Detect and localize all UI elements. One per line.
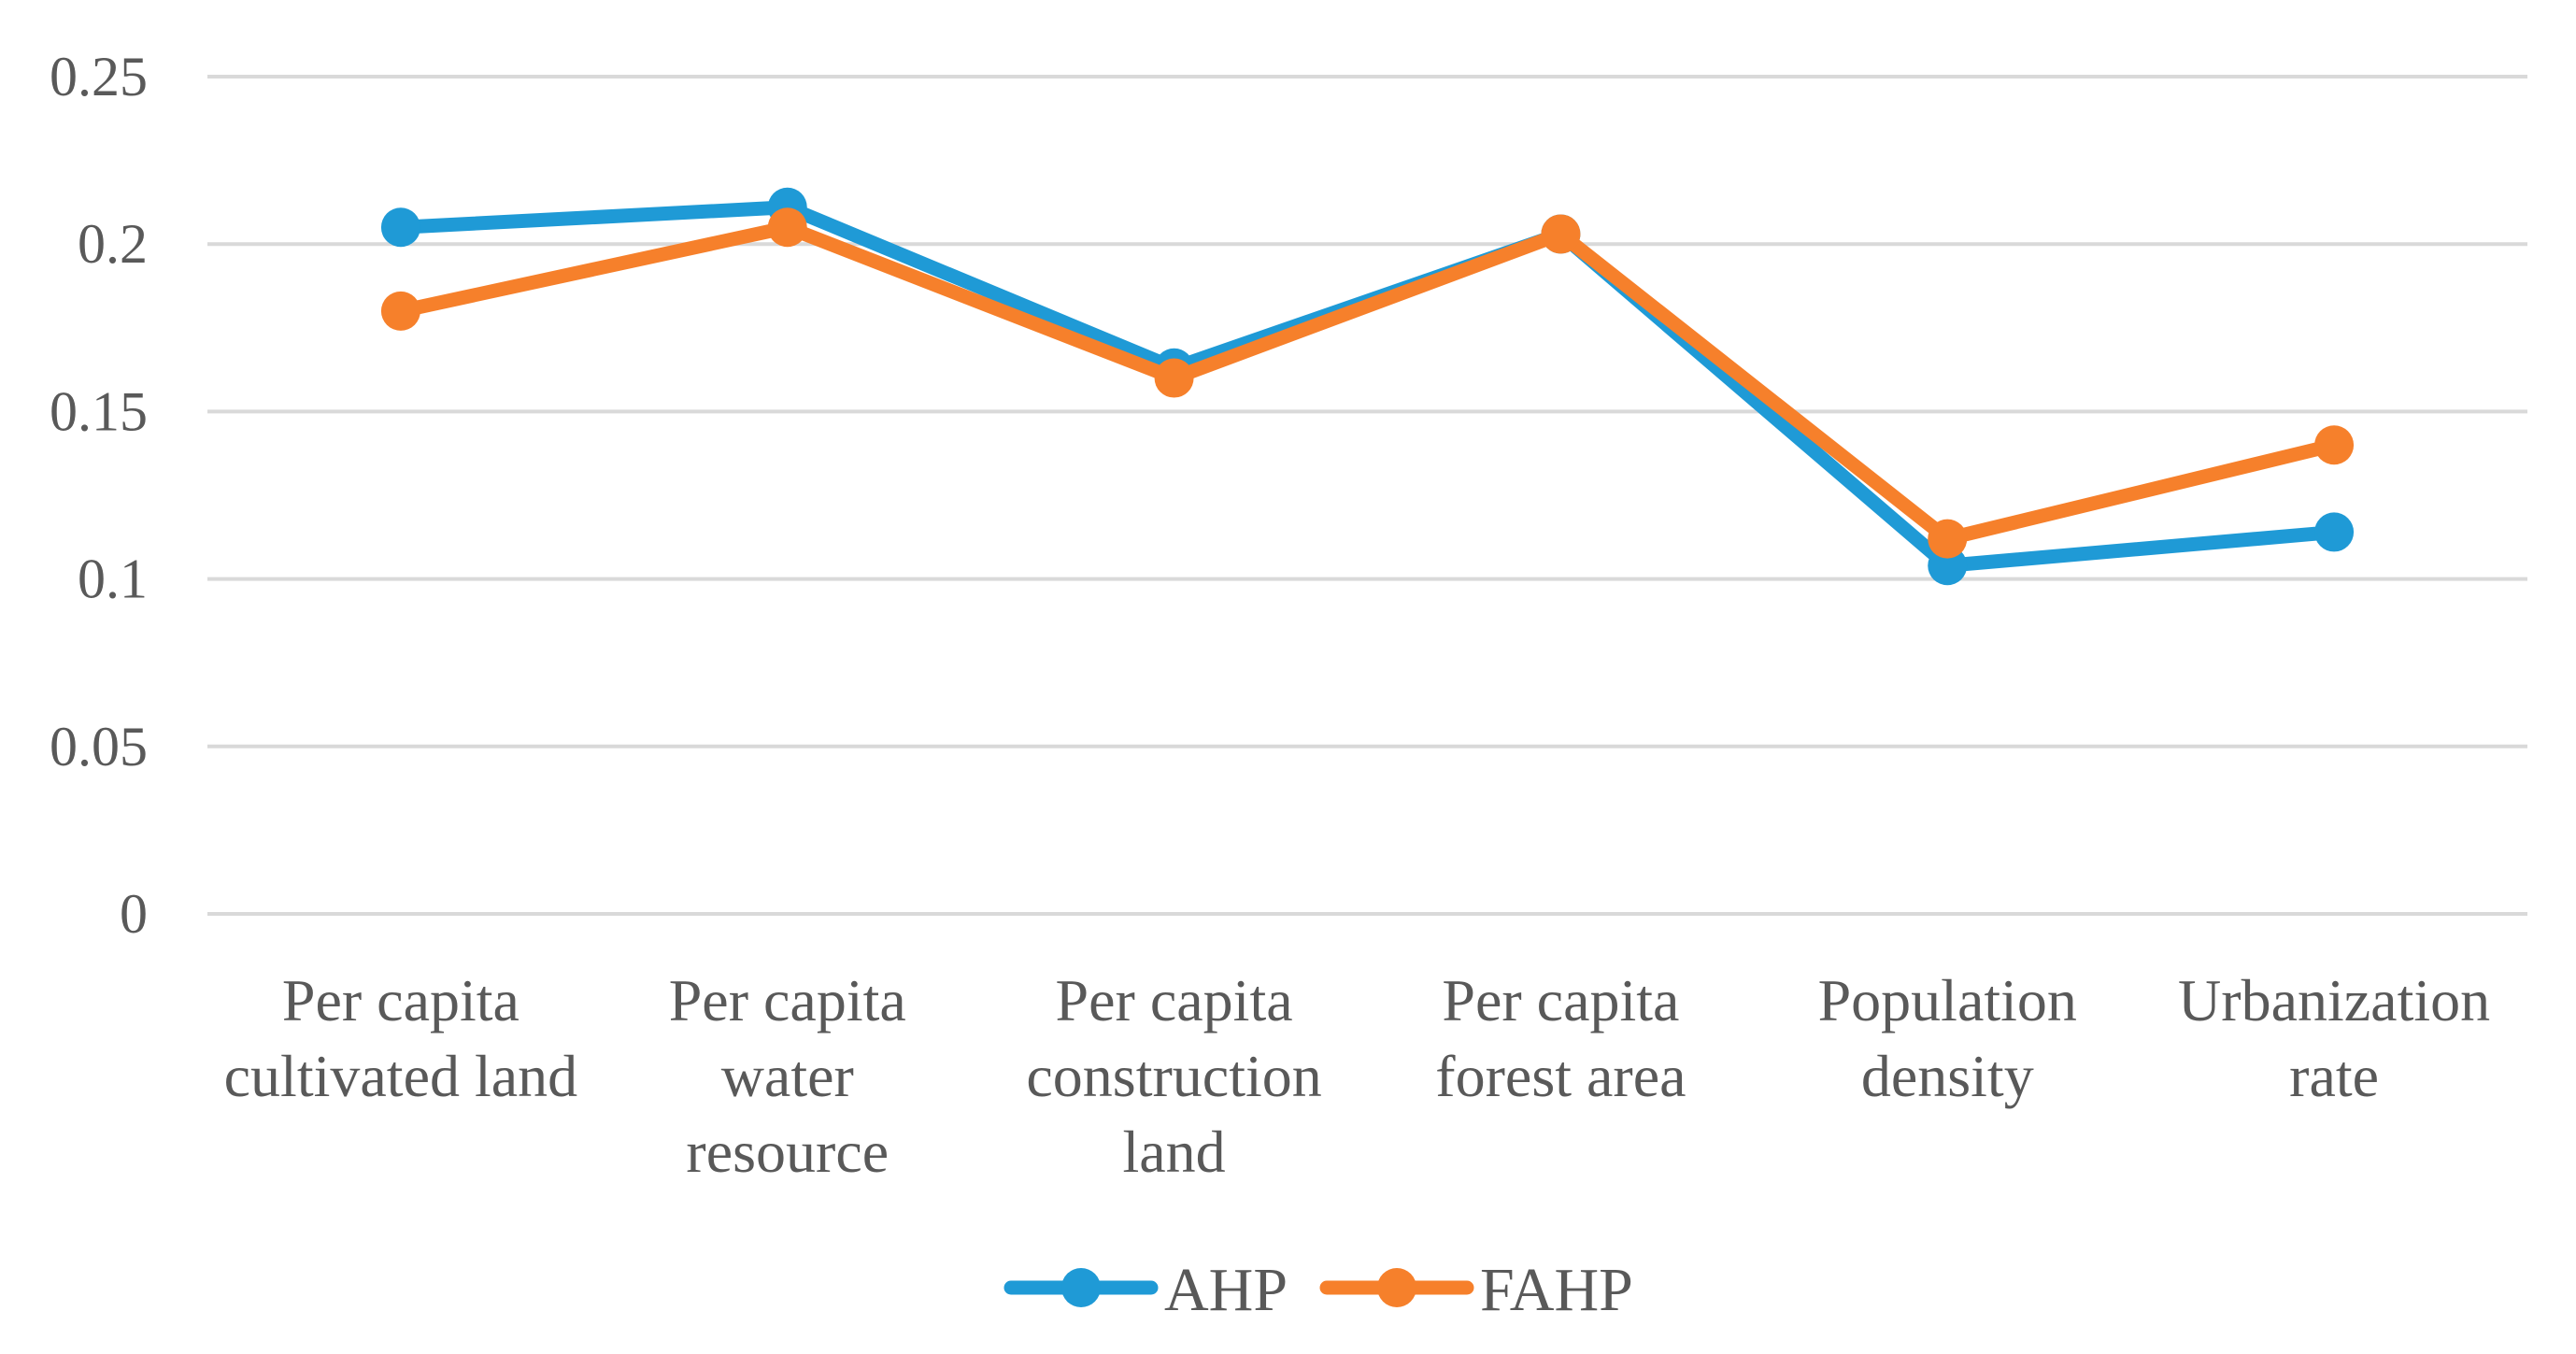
legend: AHP FAHP: [1003, 1256, 1633, 1324]
x-category-label: Urbanization rate: [2178, 967, 2490, 1109]
x-axis-category-labels: Per capita cultivated land Per capita water…: [224, 967, 2490, 1185]
y-tick-label: 0.05: [50, 716, 148, 777]
legend-swatch-marker: [1061, 1268, 1101, 1307]
x-category-label-line: rate: [2289, 1043, 2379, 1109]
data-point-fahp: [2314, 425, 2355, 465]
legend-label: AHP: [1164, 1256, 1288, 1324]
y-tick-label: 0.2: [78, 213, 148, 275]
y-tick-label: 0: [120, 883, 148, 945]
y-axis-tick-labels: 0 0.05 0.1 0.15 0.2 0.25: [50, 46, 148, 945]
x-category-label: Population density: [1818, 967, 2077, 1109]
x-category-label: Per capita water resource: [669, 967, 906, 1185]
legend-label: FAHP: [1480, 1256, 1633, 1324]
x-category-label-line: Per capita: [669, 967, 906, 1033]
gridlines: [207, 75, 2527, 916]
series-fahp: [380, 207, 2355, 559]
data-point-ahp: [380, 207, 420, 248]
x-category-label: Per capita forest area: [1435, 967, 1686, 1109]
data-point-fahp: [1928, 519, 1968, 559]
legend-item-fahp: FAHP: [1319, 1256, 1633, 1324]
x-category-label: Per capita construction land: [1026, 967, 1321, 1185]
x-category-label-line: forest area: [1435, 1043, 1686, 1109]
x-category-label-line: Per capita: [1056, 967, 1293, 1033]
y-tick-label: 0.15: [50, 380, 148, 442]
x-category-label-line: Urbanization: [2178, 967, 2490, 1033]
x-category-label-line: land: [1122, 1119, 1225, 1185]
y-tick-label: 0.25: [50, 46, 148, 107]
x-category-label: Per capita cultivated land: [224, 967, 578, 1109]
data-point-ahp: [2314, 512, 2355, 552]
legend-item-ahp: AHP: [1003, 1256, 1288, 1324]
series-line-fahp: [393, 220, 2341, 547]
x-category-label-line: Per capita: [1442, 967, 1679, 1033]
data-point-fahp: [380, 291, 420, 331]
data-point-fahp: [767, 207, 807, 248]
legend-swatch-marker: [1377, 1268, 1416, 1307]
x-category-label-line: water: [721, 1043, 854, 1109]
x-category-label-line: Per capita: [282, 967, 519, 1033]
x-category-label-line: cultivated land: [224, 1043, 578, 1109]
x-category-label-line: construction: [1026, 1043, 1321, 1109]
data-point-fahp: [1541, 214, 1581, 254]
x-category-label-line: density: [1861, 1043, 2034, 1109]
series-lines: [380, 187, 2355, 586]
data-point-fahp: [1154, 358, 1194, 398]
x-category-label-line: Population: [1818, 967, 2077, 1033]
y-tick-label: 0.1: [78, 549, 148, 610]
x-category-label-line: resource: [686, 1119, 889, 1185]
